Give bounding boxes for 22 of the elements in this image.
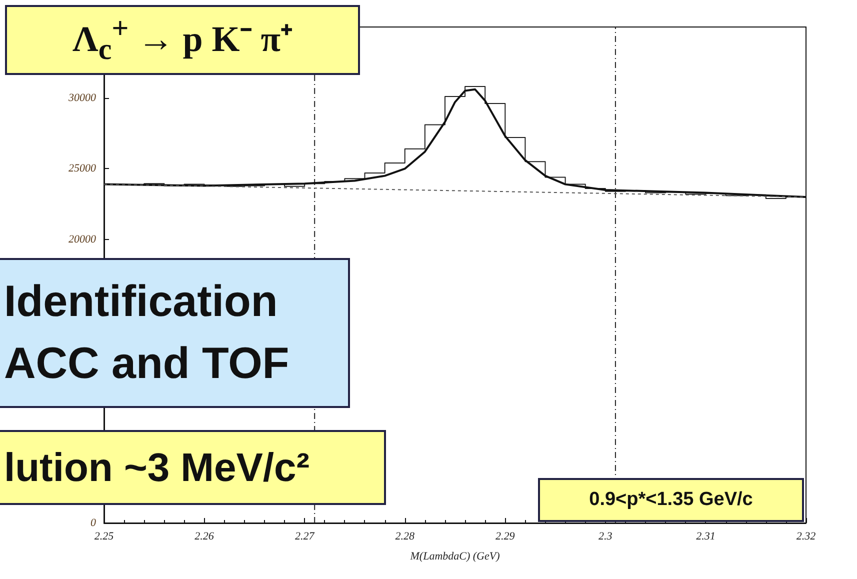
- note-box: 0.9<p*<1.35 GeV/c: [538, 478, 804, 522]
- note-box: lution ~3 MeV/c²: [0, 430, 386, 505]
- annotation: lution ~3 MeV/c²: [4, 444, 310, 492]
- x-tick-label: 2.27: [294, 530, 315, 542]
- y-tick-label: 0: [90, 517, 96, 529]
- x-tick-label: 2.31: [696, 530, 716, 542]
- annotation: Identification: [4, 276, 278, 328]
- x-axis-title: M(LambdaC) (GeV): [409, 550, 500, 562]
- y-tick-label: 20000: [68, 234, 96, 246]
- note-box: Identification ACC and TOF: [0, 258, 350, 408]
- x-tick-label: 2.26: [194, 530, 214, 542]
- x-tick-label: 2.32: [796, 530, 816, 542]
- y-tick-label: 30000: [68, 92, 96, 104]
- x-tick-label: 2.28: [395, 530, 415, 542]
- x-tick-label: 2.29: [496, 530, 516, 542]
- y-tick-label: 25000: [68, 162, 96, 175]
- annotation: 0.9<p*<1.35 GeV/c: [589, 488, 753, 512]
- chart-title: Λ$_{c}$$^{+}$ → p K⁻ π⁺: [72, 11, 292, 69]
- note-box: Λ$_{c}$$^{+}$ → p K⁻ π⁺: [5, 5, 360, 75]
- annotation: ACC and TOF: [4, 338, 290, 390]
- x-tick-label: 2.3: [598, 530, 613, 542]
- x-tick-label: 2.25: [94, 530, 114, 542]
